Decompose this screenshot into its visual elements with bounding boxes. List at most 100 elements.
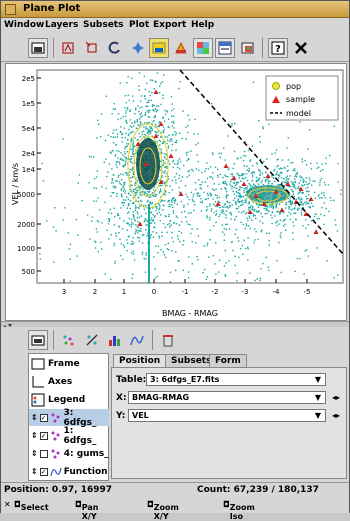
tab-position[interactable]: Position (113, 354, 167, 367)
axis-lock-icon[interactable] (82, 38, 102, 58)
add-position-layer-icon[interactable] (58, 330, 78, 350)
scatter-point (301, 192, 303, 194)
scatter-point (152, 219, 154, 222)
help-icon[interactable]: ? (268, 38, 288, 58)
scatter-point (292, 161, 294, 164)
layer-list[interactable]: Frame Axes Legend ⇕ ✓ 3: 6dfgs_ ⇕ ✓ 1: 6… (28, 353, 109, 481)
layer-6dfgs-3[interactable]: ⇕ ✓ 3: 6dfgs_ (29, 408, 109, 428)
scatter-point (209, 203, 211, 205)
reset-icon[interactable] (105, 38, 125, 58)
menu-export[interactable]: Export (153, 20, 187, 30)
menu-plot[interactable]: Plot (129, 20, 150, 30)
layer-visible-checkbox[interactable] (39, 449, 48, 458)
menu-subsets[interactable]: Subsets (83, 20, 124, 30)
scatter-point (122, 154, 124, 156)
scatter-point (140, 112, 143, 114)
scatter-point (310, 202, 313, 204)
scatter-point (154, 206, 157, 208)
drag-handle-icon[interactable]: ⇕ (31, 413, 38, 422)
layer-function[interactable]: ⇕ ✓ Function (29, 463, 109, 480)
layer-visible-checkbox[interactable]: ✓ (39, 431, 48, 440)
scatter-point (134, 209, 137, 211)
drag-handle-icon[interactable]: ⇕ (31, 431, 38, 440)
scatter-point (127, 212, 129, 214)
scatter-point (166, 248, 169, 250)
scatter-point (123, 156, 126, 158)
add-pair-layer-icon[interactable] (82, 330, 102, 350)
scatter-point (187, 158, 190, 161)
drag-handle-icon[interactable]: ⇕ (31, 449, 38, 458)
scatter-point (158, 192, 161, 194)
menu-layers[interactable]: Layers (45, 20, 79, 30)
scatter-point (147, 241, 149, 244)
scatter-point (276, 220, 279, 222)
menu-window[interactable]: Window (4, 20, 45, 30)
tab-form[interactable]: Form (209, 354, 247, 367)
triangle-subset-icon[interactable] (171, 38, 191, 58)
y-expression-field[interactable]: VEL ▼ (128, 409, 326, 422)
scatter-point (133, 259, 136, 261)
scatter-point (288, 208, 290, 210)
auxiliary-colour-icon[interactable] (193, 38, 213, 58)
layer-gums-4[interactable]: ⇕ 4: gums_ (29, 445, 109, 462)
table-selector[interactable]: 3: 6dfgs_E7.fits ▼ (146, 373, 326, 386)
x-step-arrows-icon[interactable]: ◂▸ (331, 393, 341, 402)
scatter-point (260, 231, 262, 233)
close-icon[interactable] (291, 38, 311, 58)
scatter-point (123, 182, 125, 184)
window-menu-icon[interactable] (5, 4, 16, 15)
scatter-point (230, 214, 232, 216)
scatter-point (153, 120, 155, 122)
navigate-icon[interactable] (128, 38, 148, 58)
drag-handle-icon[interactable]: ⇕ (31, 467, 38, 476)
scatter-point (112, 142, 115, 144)
close-hints-icon[interactable]: ✕ (4, 500, 11, 509)
scatter-point (129, 140, 132, 142)
export-image-icon[interactable] (238, 38, 258, 58)
scatter-point (186, 220, 188, 223)
scatter-point (299, 201, 302, 203)
scatter-point (283, 225, 285, 227)
layer-visible-checkbox[interactable]: ✓ (39, 413, 48, 422)
replot-icon[interactable] (58, 38, 78, 58)
blob-subset-icon[interactable] (149, 38, 169, 58)
layer-6dfgs-1[interactable]: ⇕ ✓ 1: 6dfgs_ (29, 426, 109, 446)
scatter-point (118, 225, 120, 227)
layer-legend[interactable]: Legend (29, 391, 109, 408)
scatter-point (128, 211, 130, 213)
scatter-point (144, 136, 146, 139)
menu-help[interactable]: Help (191, 20, 215, 30)
show-legend-icon[interactable] (215, 38, 235, 58)
scatter-point (185, 193, 187, 196)
scatter-point (128, 158, 130, 161)
delete-layer-icon[interactable] (158, 330, 178, 350)
scatter-point (217, 174, 219, 176)
layer-frame[interactable]: Frame (29, 355, 109, 372)
layer-visible-checkbox[interactable]: ✓ (39, 467, 48, 476)
y-step-arrows-icon[interactable]: ◂▸ (331, 411, 341, 420)
scatter-point (238, 211, 240, 213)
scatter-point (153, 104, 155, 107)
scatter-point (287, 180, 289, 182)
scatter-point (131, 221, 133, 224)
add-histogram-icon[interactable] (105, 330, 125, 350)
add-function-icon[interactable] (127, 330, 147, 350)
title-bar[interactable]: Plane Plot (1, 1, 349, 18)
floating-window-icon[interactable] (28, 38, 48, 58)
layer-axes[interactable]: Axes (29, 373, 109, 390)
scatter-point (278, 211, 281, 213)
add-frame-icon[interactable] (28, 330, 48, 350)
scatter-point (145, 128, 147, 130)
scatter-point (181, 211, 183, 214)
plot-area[interactable]: 2e5 1e5 5e4 2e4 1e4 5000 2000 1000 500 3 2 1 0 -1 -2-… (5, 63, 347, 321)
scatter-point (163, 128, 166, 131)
scatter-point (181, 176, 183, 178)
scatter-point (111, 113, 113, 115)
scatter-point (154, 108, 157, 110)
scatter-point (276, 210, 278, 213)
scatter-point (294, 181, 296, 184)
x-expression-field[interactable]: BMAG-RMAG ▼ (128, 391, 326, 404)
scatter-point (154, 215, 156, 217)
scatter-point (283, 219, 285, 221)
